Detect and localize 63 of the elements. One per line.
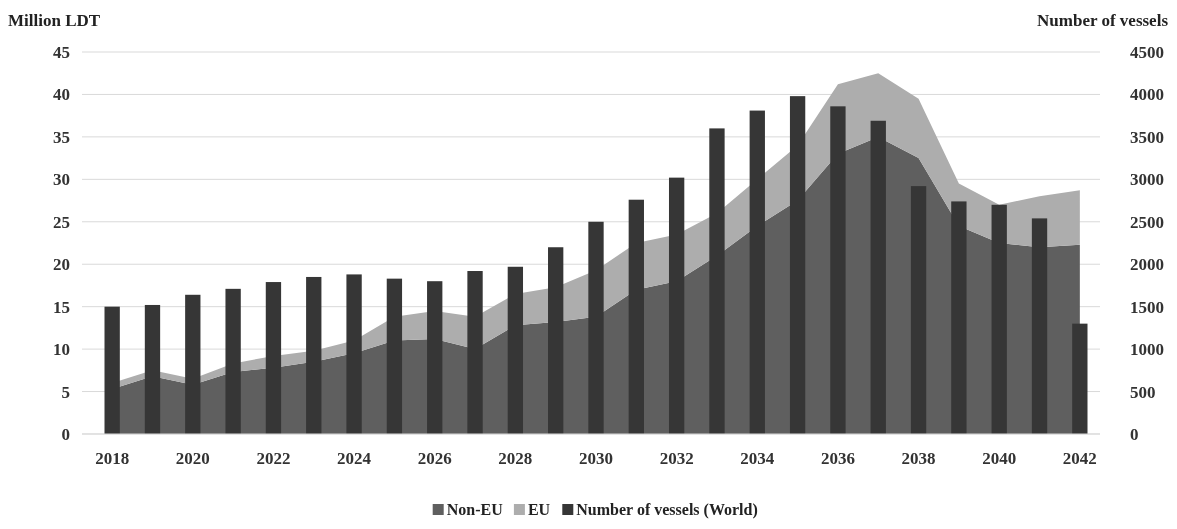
y2-tick-label: 3000: [1130, 170, 1164, 190]
bar: [668, 177, 685, 434]
bar: [951, 201, 967, 434]
y2-tick-label: 1000: [1130, 340, 1164, 360]
bar: [144, 304, 161, 434]
x-tick-label: 2042: [1062, 449, 1097, 468]
x-tick-label: 2040: [982, 449, 1017, 468]
x-tick-label: 2038: [901, 449, 936, 468]
bar: [1072, 323, 1088, 434]
y-tick-label: 45: [53, 42, 70, 62]
y-tick-label: 10: [53, 340, 70, 360]
y-tick-label: 30: [53, 170, 70, 190]
x-tick-label: 2030: [579, 449, 613, 468]
bar: [104, 306, 120, 434]
bar: [870, 120, 886, 434]
y2-tick-label: 3500: [1130, 127, 1164, 147]
y2-tick-label: 0: [1130, 424, 1139, 444]
x-tick-label: 2024: [337, 449, 372, 468]
x-tick-label: 2026: [417, 449, 452, 468]
bar: [749, 110, 765, 434]
x-tick-label: 2036: [820, 449, 855, 468]
bar: [548, 247, 564, 434]
legend-label: Number of vessels (World): [576, 501, 758, 519]
bar: [185, 294, 201, 434]
y-axis-title: Million LDT: [8, 11, 101, 30]
bar: [709, 128, 725, 434]
y-tick-label: 20: [53, 255, 70, 275]
y2-tick-label: 500: [1130, 382, 1156, 402]
y-tick-label: 25: [53, 212, 70, 232]
bar: [427, 281, 443, 434]
bar: [830, 106, 846, 434]
y2-axis-title: Number of vessels: [1037, 11, 1169, 30]
bar: [225, 288, 241, 434]
x-tick-label: 2032: [659, 449, 694, 468]
y-tick-label: 5: [61, 382, 70, 402]
bar: [789, 96, 806, 434]
y2-tick-label: 1500: [1130, 297, 1164, 317]
bar: [265, 282, 282, 434]
x-tick-label: 2022: [256, 449, 291, 468]
y-tick-label: 40: [53, 85, 70, 105]
bar: [346, 274, 362, 434]
bar: [467, 271, 483, 434]
x-tick-label: 2028: [498, 449, 533, 468]
bar: [588, 221, 604, 434]
y2-tick-label: 2000: [1130, 255, 1164, 275]
bar: [306, 276, 322, 434]
x-tick-label: 2018: [95, 449, 130, 468]
bar: [507, 266, 524, 434]
x-tick-label: 2034: [740, 449, 775, 468]
bar: [1031, 218, 1048, 434]
bar: [991, 204, 1007, 434]
legend-label: EU: [527, 501, 551, 518]
y2-tick-label: 4500: [1130, 42, 1164, 62]
x-tick-label: 2020: [175, 449, 210, 468]
y-tick-label: 15: [53, 297, 70, 317]
bar: [628, 199, 644, 434]
y-tick-label: 0: [61, 424, 70, 444]
y2-tick-label: 4000: [1130, 85, 1164, 105]
y2-tick-label: 2500: [1130, 212, 1164, 232]
legend-label: Non-EU: [446, 501, 504, 518]
y-tick-label: 35: [53, 127, 70, 147]
bar: [386, 278, 403, 434]
bar: [910, 186, 927, 434]
